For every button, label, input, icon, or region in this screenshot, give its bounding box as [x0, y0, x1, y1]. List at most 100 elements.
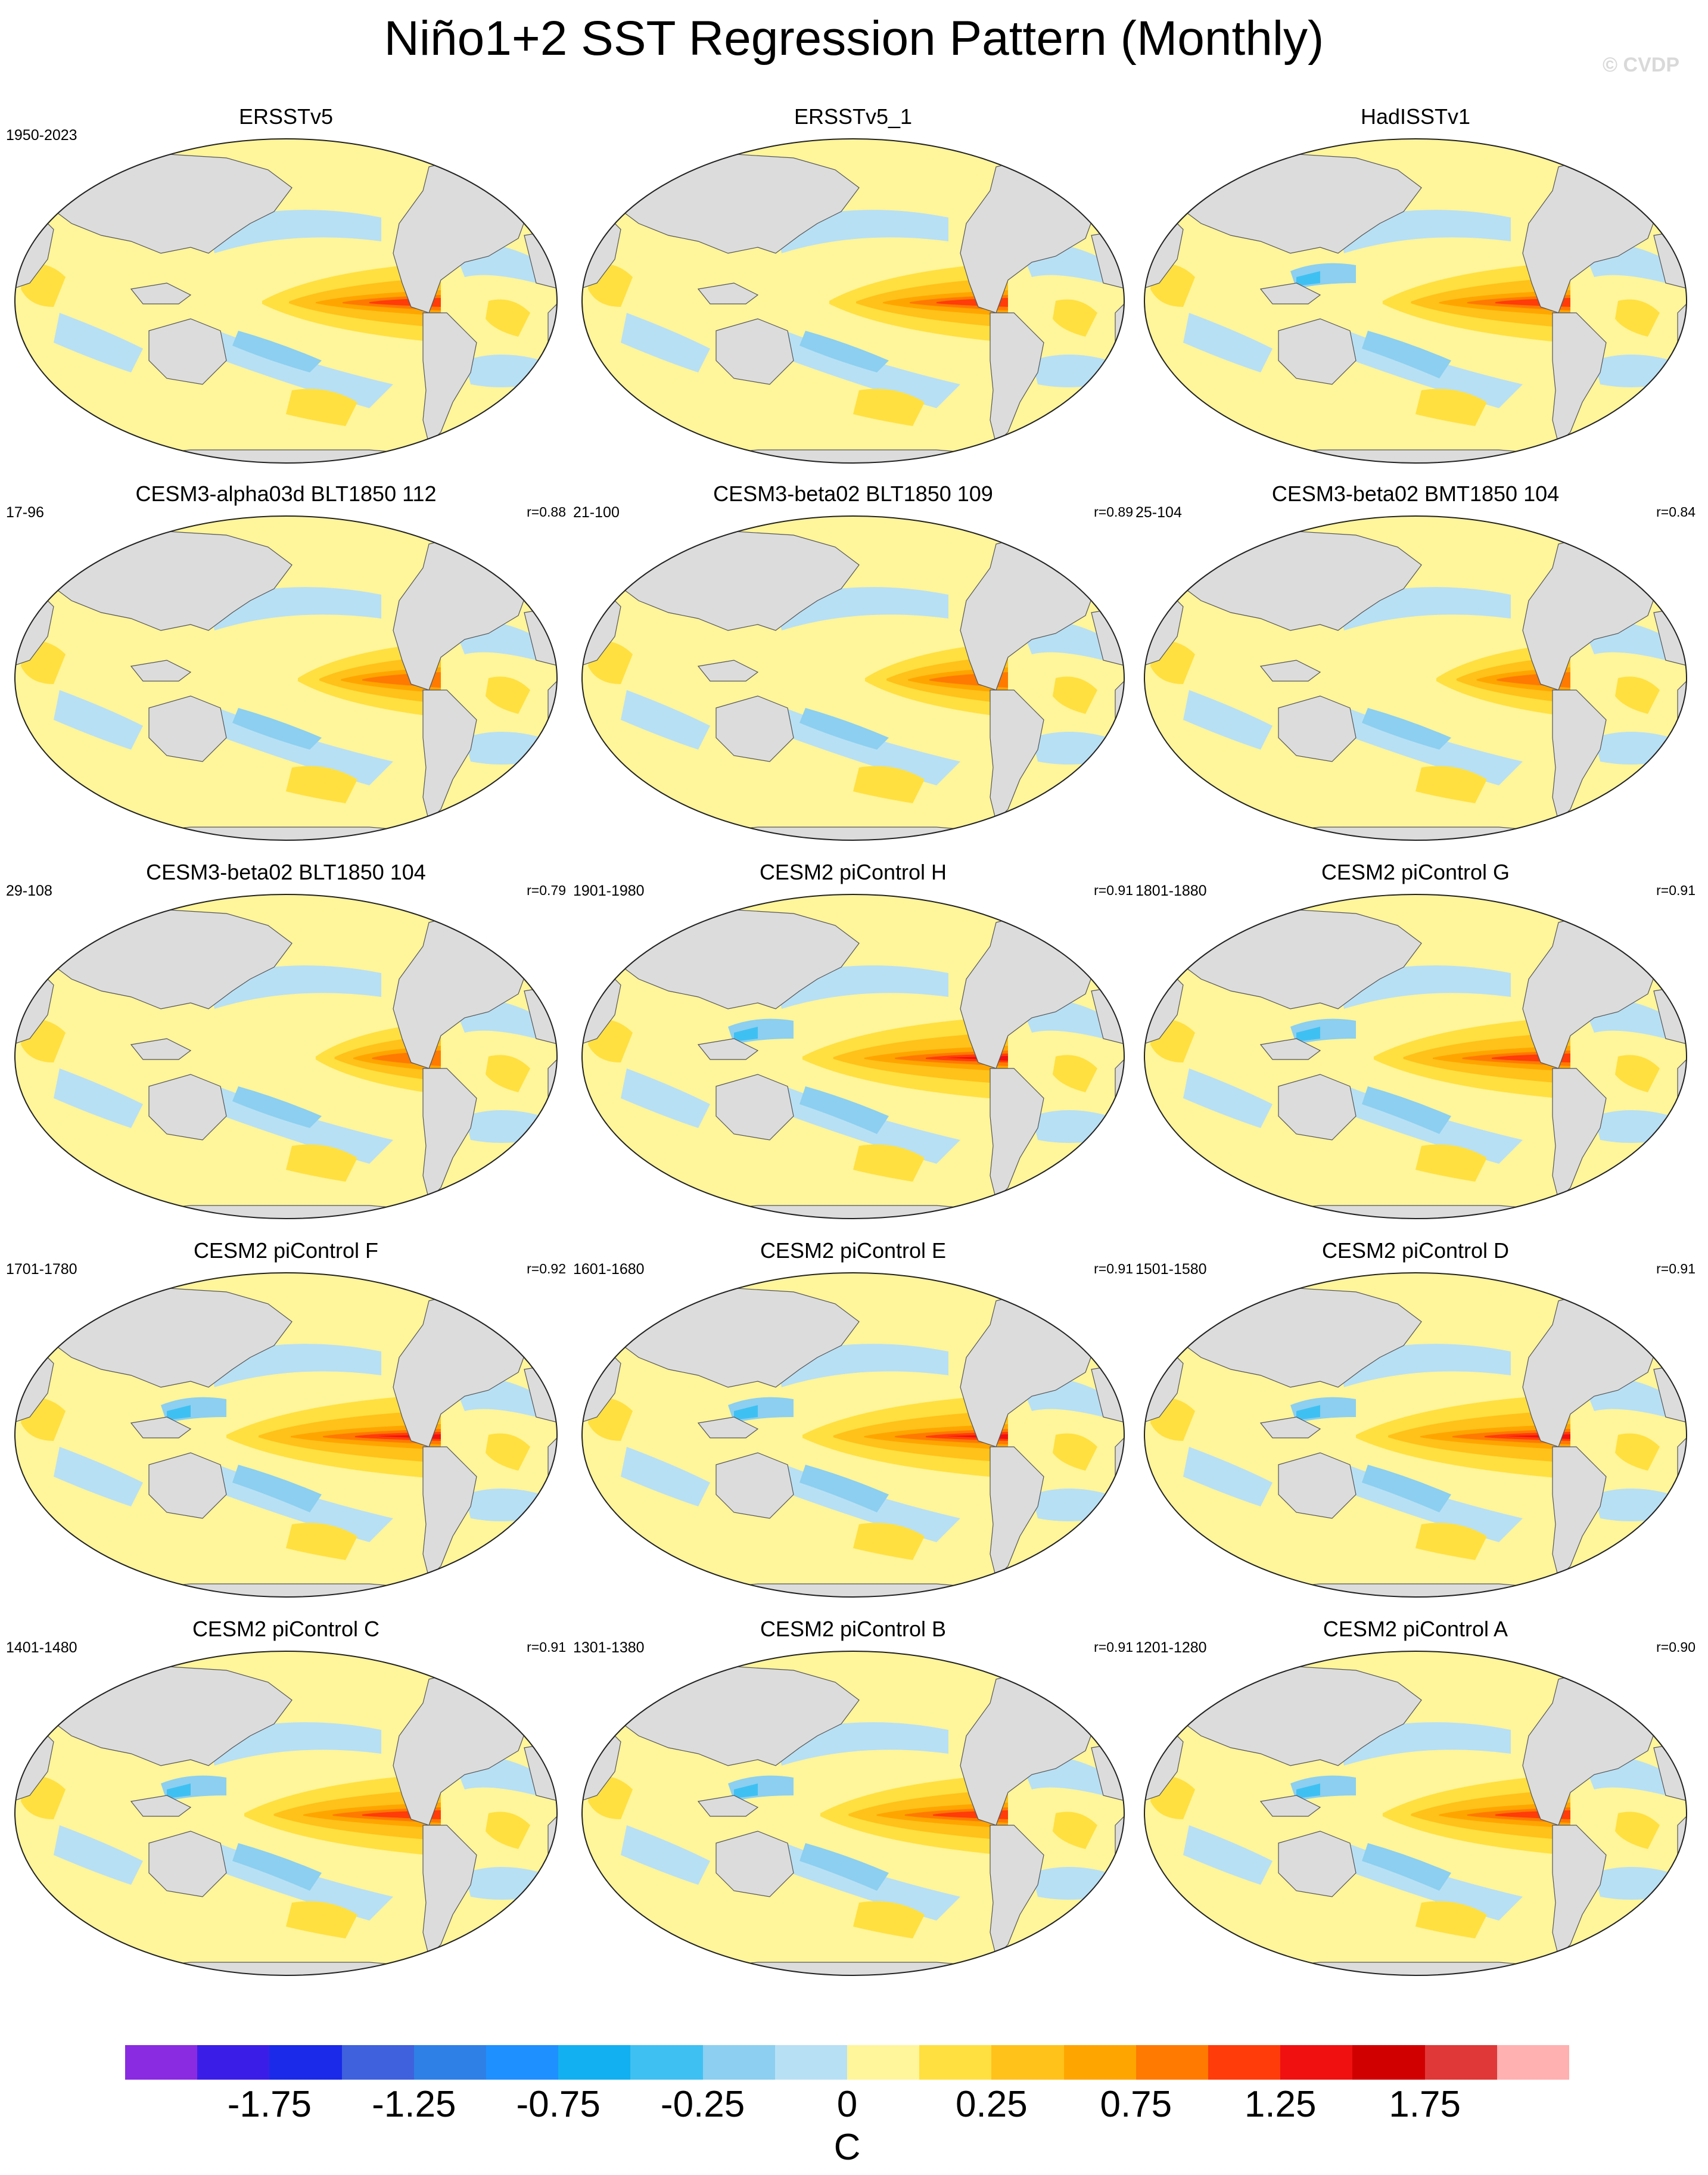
- landmass-south-america: [1552, 312, 1607, 445]
- landmass-indonesia: [130, 1038, 192, 1060]
- landmass-indonesia: [1259, 1416, 1321, 1438]
- landmass-australia: [715, 318, 794, 385]
- landmass-australia: [715, 1074, 794, 1141]
- colorbar-unit: C: [833, 2127, 861, 2168]
- landmass-greenland: [1043, 142, 1104, 176]
- panel-correlation: r=0.90: [1656, 1639, 1695, 1655]
- colorbar-tick-label: -1.75: [227, 2084, 312, 2125]
- colorbar-cell: [197, 2045, 270, 2080]
- panel-years: 25-104: [1135, 504, 1182, 521]
- landmass-antarctica: [1224, 1205, 1607, 1219]
- panel-title: CESM2 piControl B: [760, 1617, 947, 1641]
- landmass-south-america: [990, 312, 1044, 445]
- panel-title: CESM2 piControl F: [193, 1238, 379, 1263]
- landmass-greenland: [1043, 898, 1104, 932]
- landmass-australia: [1278, 1074, 1357, 1141]
- sst-regression-map: [14, 515, 558, 841]
- colorbar-tick-label: 0.75: [1100, 2084, 1172, 2125]
- landmass-indonesia: [130, 1795, 192, 1817]
- panel-years: 1701-1780: [6, 1261, 77, 1278]
- landmass-antarctica: [662, 1205, 1044, 1219]
- landmass-greenland: [1606, 898, 1666, 932]
- landmass-greenland: [1606, 520, 1666, 554]
- landmass-antarctica: [662, 1962, 1044, 1975]
- map-panel: CESM2 piControl B 1301-1380 r=0.91: [573, 1617, 1133, 1986]
- landmass-antarctica: [95, 827, 477, 840]
- colorbar-cell: [702, 2045, 776, 2080]
- colorbar-tick-label: -0.75: [516, 2084, 601, 2125]
- landmass-south-america: [422, 1825, 477, 1958]
- colorbar-tick-label: 0.25: [956, 2084, 1028, 2125]
- landmass-greenland: [476, 1655, 537, 1689]
- panel-years: 1601-1680: [573, 1261, 645, 1278]
- landmass-antarctica: [95, 1205, 477, 1219]
- sst-regression-map: [14, 1651, 558, 1976]
- colorbar-tick-label: 1.75: [1389, 2084, 1461, 2125]
- landmass-indonesia: [1259, 1795, 1321, 1817]
- panel-years: 1950-2023: [6, 127, 77, 144]
- sst-regression-map: [581, 1651, 1125, 1976]
- panel-years: 21-100: [573, 504, 620, 521]
- colorbar-cell: [1352, 2045, 1426, 2080]
- colorbar-tick-label: 1.25: [1244, 2084, 1317, 2125]
- map-panel: CESM2 piControl A 1201-1280 r=0.90: [1135, 1617, 1695, 1986]
- panel-years: 1501-1580: [1135, 1261, 1207, 1278]
- colorbar-cell: [1424, 2045, 1498, 2080]
- landmass-greenland: [1043, 520, 1104, 554]
- landmass-indonesia: [697, 1038, 759, 1060]
- landmass-australia: [715, 695, 794, 762]
- colorbar-cell: [991, 2045, 1065, 2080]
- landmass-south-america: [422, 312, 477, 445]
- sst-regression-map: [1144, 894, 1687, 1219]
- panel-years: 17-96: [6, 504, 44, 521]
- landmass-indonesia: [130, 282, 192, 304]
- panel-title: CESM2 piControl A: [1323, 1617, 1508, 1641]
- landmass-south-america: [990, 1446, 1044, 1579]
- copyright-watermark: © CVDP: [1603, 54, 1679, 76]
- landmass-greenland: [1043, 1655, 1104, 1689]
- map-panel: CESM2 piControl G 1801-1880 r=0.91: [1135, 860, 1695, 1229]
- panel-correlation: r=0.91: [1656, 883, 1695, 898]
- landmass-australia: [715, 1831, 794, 1897]
- landmass-greenland: [476, 1276, 537, 1310]
- landmass-australia: [148, 1831, 227, 1897]
- panel-years: 29-108: [6, 883, 52, 899]
- colorbar-cell: [1135, 2045, 1209, 2080]
- landmass-australia: [1278, 1452, 1357, 1519]
- panel-title: CESM3-beta02 BLT1850 109: [713, 481, 993, 506]
- panel-years: 1401-1480: [6, 1639, 77, 1656]
- colorbar-cell: [558, 2045, 631, 2080]
- landmass-indonesia: [130, 660, 192, 682]
- panel-title: CESM2 piControl D: [1321, 1238, 1510, 1263]
- sst-regression-map: [1144, 515, 1687, 841]
- sst-regression-map: [1144, 1651, 1687, 1976]
- map-panel: ERSSTv5 1950-2023: [6, 104, 566, 474]
- panel-correlation: r=0.79: [527, 883, 566, 898]
- landmass-greenland: [1606, 1276, 1666, 1310]
- map-panel: CESM2 piControl E 1601-1680 r=0.91: [573, 1238, 1133, 1608]
- sst-regression-map: [1144, 138, 1687, 464]
- landmass-south-america: [1552, 1825, 1607, 1958]
- landmass-antarctica: [95, 1583, 477, 1597]
- landmass-greenland: [476, 520, 537, 554]
- landmass-australia: [148, 1452, 227, 1519]
- panel-title: HadISSTv1: [1360, 104, 1471, 129]
- landmass-south-america: [422, 689, 477, 822]
- landmass-south-america: [422, 1068, 477, 1201]
- panel-title: ERSSTv5: [238, 104, 334, 129]
- panel-title: ERSSTv5_1: [794, 104, 913, 129]
- sst-regression-map: [14, 138, 558, 464]
- landmass-antarctica: [1224, 1962, 1607, 1975]
- landmass-antarctica: [1224, 449, 1607, 463]
- landmass-indonesia: [1259, 1038, 1321, 1060]
- landmass-south-america: [990, 1068, 1044, 1201]
- panel-years: 1901-1980: [573, 883, 645, 899]
- map-panel: CESM3-alpha03d BLT1850 112 17-96 r=0.88: [6, 481, 566, 851]
- landmass-australia: [148, 695, 227, 762]
- landmass-south-america: [1552, 689, 1607, 822]
- colorbar-cell: [630, 2045, 704, 2080]
- panel-title: CESM2 piControl C: [192, 1617, 380, 1641]
- colorbar-cell: [486, 2045, 559, 2080]
- colorbar-cell: [1280, 2045, 1353, 2080]
- landmass-australia: [148, 318, 227, 385]
